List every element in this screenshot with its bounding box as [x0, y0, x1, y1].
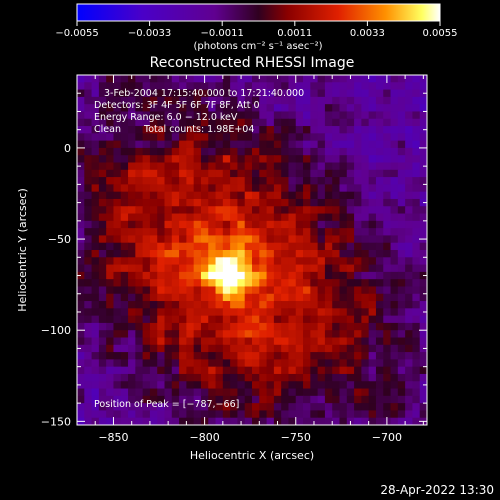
annotation-energy: Energy Range: 6.0 − 12.0 keV: [94, 112, 238, 123]
x-tick-label: −700: [372, 431, 402, 444]
colorbar-tick-label: −0.0033: [128, 28, 171, 39]
y-axis-label: Heliocentric Y (arcsec): [16, 188, 29, 312]
colorbar-ticks: [76, 21, 441, 26]
x-tick-label: −850: [98, 431, 128, 444]
x-tick-label: −800: [189, 431, 219, 444]
x-axis-label: Heliocentric X (arcsec): [190, 449, 314, 462]
annotation-time-range: 3‑Feb‑2004 17:15:40.000 to 17:21:40.000: [104, 88, 304, 99]
colorbar-tick-label: 0.0055: [423, 28, 458, 39]
y-tick-label: −150: [41, 415, 71, 428]
x-tick-label: −750: [281, 431, 311, 444]
y-tick-label: −100: [41, 324, 71, 337]
plot-frame: [76, 74, 428, 426]
y-tick-labels: 0 −50 −100 −150: [41, 142, 71, 428]
annotation-method: Clean: [94, 124, 121, 135]
colorbar-tick-labels: −0.0055 −0.0033 −0.0011 0.0011 0.0033 0.0055: [55, 28, 457, 39]
y-tick-label: −50: [48, 233, 71, 246]
axis-ticks: [77, 75, 427, 425]
colorbar-tick-label: −0.0011: [201, 28, 244, 39]
x-tick-labels: −850 −800 −750 −700: [98, 431, 402, 444]
chart-title: Reconstructed RHESSI Image: [150, 55, 355, 71]
date-stamp: 28‑Apr‑2022 13:30: [380, 483, 494, 497]
heatmap-image: [77, 75, 427, 425]
annotation-peak-position: Position of Peak = [−787,−66]: [94, 399, 239, 410]
y-tick-label: 0: [64, 142, 71, 155]
colorbar-tick-label: 0.0011: [277, 28, 312, 39]
colorbar: [76, 3, 441, 22]
annotation-counts: Total counts: 1.98E+04: [143, 124, 254, 135]
annotation-detectors: Detectors: 3F 4F 5F 6F 7F 8F, Att 0: [94, 100, 260, 111]
colorbar-unit-label: (photons cm⁻² s⁻¹ asec⁻²): [193, 41, 322, 52]
colorbar-tick-label: −0.0055: [55, 28, 98, 39]
colorbar-tick-label: 0.0033: [350, 28, 385, 39]
